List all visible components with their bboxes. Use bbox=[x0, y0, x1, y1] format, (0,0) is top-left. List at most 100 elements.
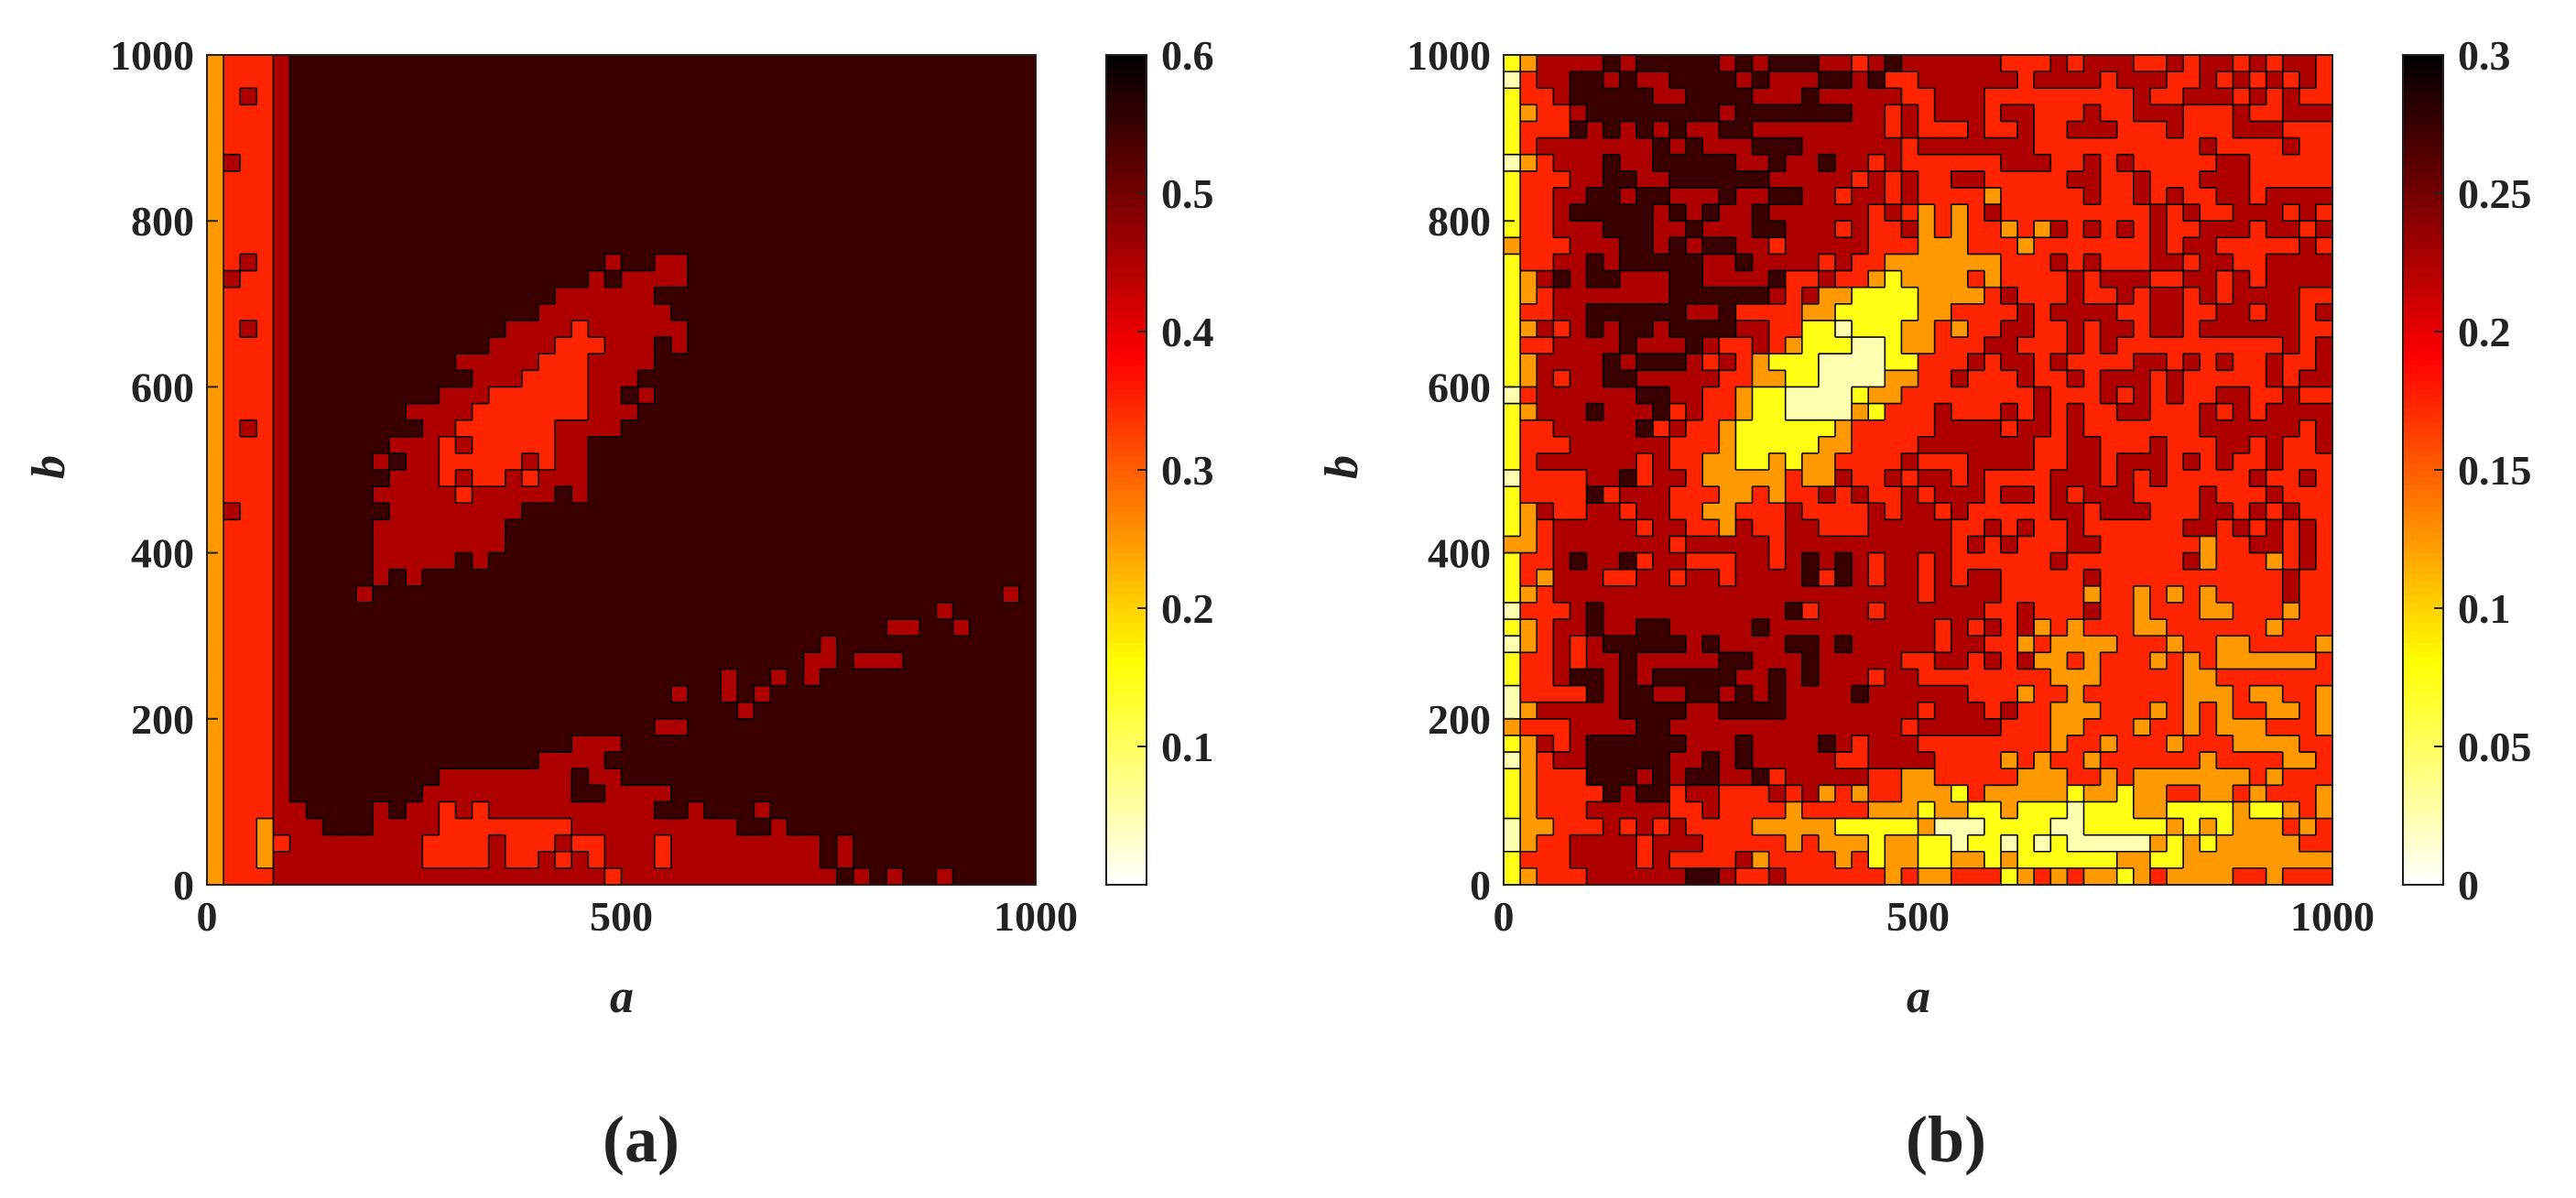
contour-cell bbox=[1768, 370, 1787, 387]
contour-cell bbox=[2216, 636, 2234, 653]
contour-cell bbox=[472, 137, 490, 156]
contour-cell bbox=[2266, 718, 2284, 736]
contour-cell bbox=[2315, 170, 2333, 189]
contour-cell bbox=[2200, 419, 2217, 438]
contour-cell bbox=[2249, 387, 2267, 405]
contour-cell bbox=[422, 187, 440, 205]
contour-cell bbox=[637, 71, 656, 89]
contour-cell bbox=[1967, 768, 1985, 786]
contour-cell bbox=[306, 486, 324, 504]
contour-cell bbox=[306, 867, 324, 886]
contour-cell bbox=[505, 503, 523, 520]
contour-cell bbox=[1586, 785, 1604, 802]
contour-cell bbox=[1018, 818, 1037, 836]
colorbar-segment bbox=[1106, 200, 1147, 208]
contour-cell bbox=[2133, 785, 2151, 802]
contour-cell bbox=[1785, 669, 1803, 687]
contour-cell bbox=[803, 768, 821, 786]
contour-cell bbox=[836, 270, 854, 289]
contour-cell bbox=[1669, 486, 1687, 504]
colorbar-segment bbox=[1106, 856, 1147, 866]
contour-cell bbox=[670, 619, 689, 637]
colorbar-segment bbox=[1106, 441, 1147, 451]
contour-cell bbox=[2001, 486, 2018, 504]
contour-cell bbox=[2299, 619, 2317, 637]
contour-cell bbox=[1686, 303, 1703, 321]
contour-cell bbox=[2116, 636, 2135, 653]
contour-cell bbox=[455, 834, 473, 853]
contour-cell bbox=[1752, 818, 1770, 836]
contour-cell bbox=[919, 552, 937, 571]
contour-cell bbox=[389, 55, 407, 72]
contour-cell bbox=[1603, 354, 1621, 371]
contour-cell bbox=[721, 403, 738, 421]
contour-cell bbox=[919, 536, 937, 554]
contour-cell bbox=[687, 320, 705, 338]
contour-cell bbox=[373, 204, 390, 222]
contour-cell bbox=[2034, 320, 2051, 338]
contour-cell bbox=[2017, 270, 2035, 289]
contour-cell bbox=[1719, 818, 1736, 836]
contour-cell bbox=[820, 71, 838, 89]
contour-cell bbox=[770, 370, 788, 387]
contour-cell bbox=[588, 685, 605, 703]
contour-cell bbox=[2282, 452, 2300, 471]
contour-cell bbox=[1918, 419, 1936, 438]
contour-cell bbox=[903, 137, 920, 156]
contour-cell bbox=[604, 519, 623, 538]
contour-cell bbox=[2001, 818, 2018, 836]
contour-cell bbox=[787, 287, 805, 305]
contour-cell bbox=[2266, 851, 2284, 869]
contour-cell bbox=[721, 486, 738, 504]
contour-cell bbox=[1652, 419, 1670, 438]
contour-cell bbox=[919, 685, 937, 703]
contour-cell bbox=[2167, 768, 2184, 786]
contour-cell bbox=[240, 636, 257, 653]
contour-cell bbox=[654, 768, 672, 786]
contour-cell bbox=[1520, 569, 1538, 587]
contour-cell bbox=[2116, 569, 2135, 587]
contour-cell bbox=[1852, 867, 1869, 886]
contour-cell bbox=[1504, 801, 1521, 820]
contour-cell bbox=[1934, 452, 1952, 471]
contour-cell bbox=[2299, 702, 2317, 720]
contour-cell bbox=[2149, 137, 2168, 156]
contour-cell bbox=[2050, 452, 2068, 471]
contour-cell bbox=[1752, 768, 1770, 786]
contour-cell bbox=[1636, 370, 1654, 387]
contour-cell bbox=[1570, 337, 1588, 354]
contour-cell bbox=[1652, 170, 1670, 189]
contour-cell bbox=[2299, 752, 2317, 769]
contour-cell bbox=[903, 254, 920, 272]
contour-cell bbox=[2233, 503, 2251, 520]
contour-cell bbox=[969, 752, 987, 769]
contour-cell bbox=[2233, 470, 2251, 487]
contour-cell bbox=[2017, 137, 2035, 156]
contour-cell bbox=[2149, 337, 2168, 354]
contour-cell bbox=[1818, 470, 1836, 487]
contour-cell bbox=[770, 254, 788, 272]
contour-cell bbox=[670, 834, 689, 853]
contour-cell bbox=[1768, 187, 1787, 205]
contour-cell bbox=[2100, 851, 2118, 869]
contour-cell bbox=[2315, 718, 2333, 736]
contour-cell bbox=[1752, 652, 1770, 670]
contour-cell bbox=[1719, 403, 1736, 421]
contour-cell bbox=[505, 354, 523, 371]
contour-cell bbox=[256, 768, 274, 786]
contour-cell bbox=[1951, 270, 1969, 289]
contour-cell bbox=[389, 785, 407, 802]
contour-cell bbox=[803, 669, 821, 687]
contour-cell bbox=[322, 337, 341, 354]
colorbar-segment bbox=[1106, 712, 1147, 720]
contour-cell bbox=[621, 834, 639, 853]
contour-cell bbox=[223, 170, 241, 189]
contour-cell bbox=[1553, 818, 1571, 836]
contour-cell bbox=[670, 768, 689, 786]
contour-cell bbox=[704, 503, 722, 520]
contour-cell bbox=[903, 170, 920, 189]
contour-cell bbox=[1852, 303, 1869, 321]
contour-cell bbox=[2299, 419, 2317, 438]
contour-cell bbox=[2299, 452, 2317, 471]
contour-cell bbox=[2167, 735, 2184, 753]
